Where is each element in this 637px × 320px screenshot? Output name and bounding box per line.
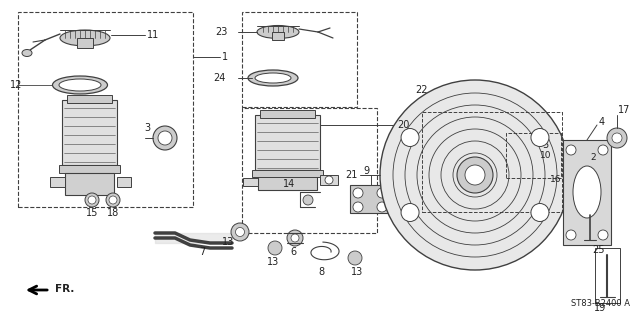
Bar <box>255 115 320 170</box>
Ellipse shape <box>248 70 298 86</box>
Bar <box>67 95 112 103</box>
Circle shape <box>353 202 363 212</box>
Ellipse shape <box>236 228 245 236</box>
Circle shape <box>566 230 576 240</box>
Ellipse shape <box>52 76 108 94</box>
Circle shape <box>325 176 333 184</box>
Text: 2: 2 <box>590 153 596 162</box>
Bar <box>563 140 611 245</box>
Circle shape <box>401 204 419 221</box>
Ellipse shape <box>106 193 120 207</box>
Text: FR.: FR. <box>55 284 75 294</box>
Circle shape <box>598 145 608 155</box>
Bar <box>350 185 392 213</box>
Text: 21: 21 <box>346 170 358 180</box>
Text: 5: 5 <box>542 140 548 150</box>
Bar <box>243 178 258 186</box>
Text: 12: 12 <box>10 80 22 90</box>
Text: 14: 14 <box>283 179 295 189</box>
Ellipse shape <box>158 131 172 145</box>
Ellipse shape <box>153 126 177 150</box>
Bar <box>595 248 620 303</box>
Text: 17: 17 <box>618 105 631 115</box>
Text: 24: 24 <box>213 73 226 83</box>
Text: 22: 22 <box>416 85 428 95</box>
Ellipse shape <box>59 79 101 91</box>
Circle shape <box>348 251 362 265</box>
Bar <box>62 100 117 165</box>
Circle shape <box>287 230 303 246</box>
Text: 9: 9 <box>363 166 369 176</box>
Bar <box>272 32 284 40</box>
Text: 13: 13 <box>267 257 279 267</box>
Bar <box>565 145 587 180</box>
Bar <box>422 112 562 212</box>
Text: 23: 23 <box>216 27 228 37</box>
Text: 19: 19 <box>594 303 606 313</box>
Circle shape <box>531 129 549 147</box>
Circle shape <box>401 129 419 147</box>
Circle shape <box>598 230 608 240</box>
Bar <box>320 175 338 185</box>
Ellipse shape <box>22 50 32 57</box>
Text: 13: 13 <box>351 267 363 277</box>
Text: 6: 6 <box>290 247 296 257</box>
Bar <box>117 177 131 187</box>
Circle shape <box>380 80 570 270</box>
Ellipse shape <box>60 30 110 46</box>
Circle shape <box>612 133 622 143</box>
Circle shape <box>465 165 485 185</box>
Bar <box>252 170 323 177</box>
Bar <box>242 12 357 107</box>
Ellipse shape <box>255 73 291 83</box>
Text: 25: 25 <box>592 245 605 255</box>
Circle shape <box>531 204 549 221</box>
Text: 4: 4 <box>599 117 605 127</box>
Circle shape <box>607 128 627 148</box>
Bar <box>50 177 65 187</box>
Bar <box>242 108 377 233</box>
Bar <box>59 165 120 173</box>
Text: 10: 10 <box>540 150 552 159</box>
Text: 7: 7 <box>199 247 205 257</box>
Circle shape <box>231 223 249 241</box>
Ellipse shape <box>257 26 299 38</box>
Ellipse shape <box>88 196 96 204</box>
Bar <box>258 170 317 190</box>
Circle shape <box>570 151 582 163</box>
Text: 18: 18 <box>107 208 119 218</box>
Ellipse shape <box>109 196 117 204</box>
Circle shape <box>377 188 387 198</box>
Bar <box>65 173 114 195</box>
Circle shape <box>353 188 363 198</box>
Text: 13: 13 <box>222 237 234 247</box>
Circle shape <box>303 195 313 205</box>
Circle shape <box>377 202 387 212</box>
Circle shape <box>457 157 493 193</box>
Text: ST83-B2400 A: ST83-B2400 A <box>571 299 630 308</box>
Ellipse shape <box>573 166 601 218</box>
Bar <box>18 12 193 207</box>
Text: 1: 1 <box>222 52 228 62</box>
Bar <box>77 38 93 48</box>
Text: 15: 15 <box>86 208 98 218</box>
Text: 20: 20 <box>397 120 410 130</box>
Circle shape <box>570 174 582 186</box>
Text: 3: 3 <box>144 123 150 133</box>
Bar <box>506 133 561 178</box>
Ellipse shape <box>291 234 299 242</box>
Ellipse shape <box>85 193 99 207</box>
Text: 8: 8 <box>318 267 324 277</box>
Text: 11: 11 <box>147 30 159 40</box>
Text: 16: 16 <box>550 175 561 185</box>
Circle shape <box>566 145 576 155</box>
Bar <box>260 110 315 118</box>
Circle shape <box>268 241 282 255</box>
